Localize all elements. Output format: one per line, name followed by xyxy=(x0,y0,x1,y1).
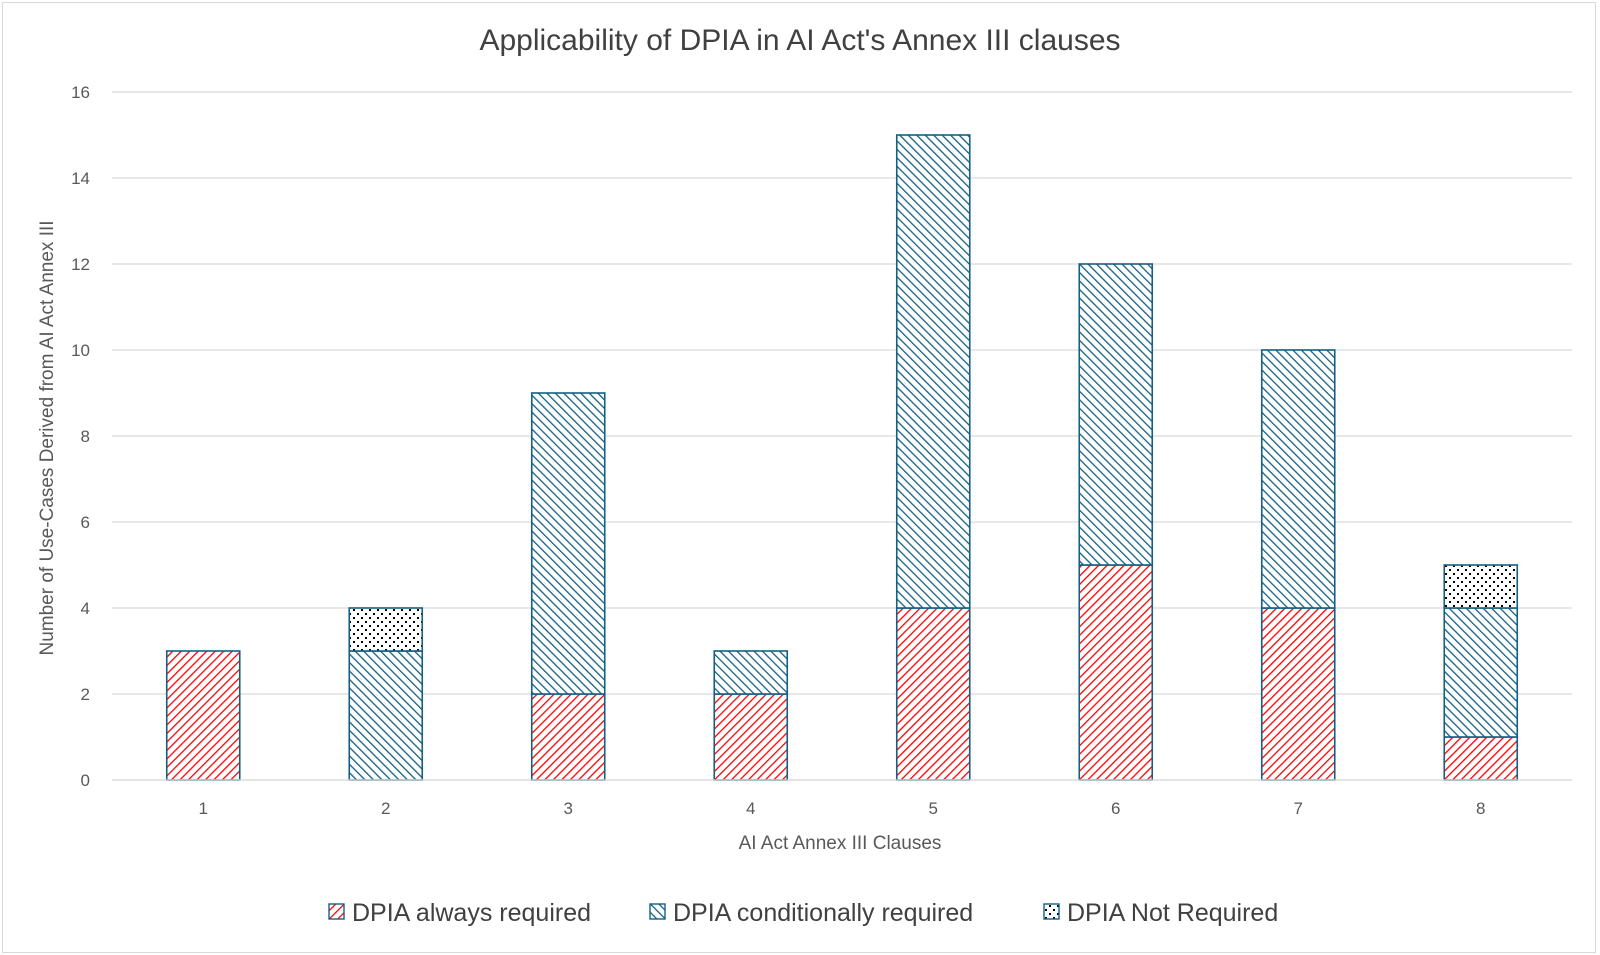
legend-label: DPIA Not Required xyxy=(1067,899,1278,927)
legend: DPIA always required DPIA conditionally r… xyxy=(328,899,1278,927)
x-tick-label: 8 xyxy=(1476,799,1485,818)
x-tick-label: 6 xyxy=(1111,799,1120,818)
gridlines xyxy=(112,91,1572,781)
x-axis-ticks: 1 2 3 4 5 6 7 8 xyxy=(199,799,1486,818)
x-tick-label: 3 xyxy=(564,799,573,818)
legend-swatch xyxy=(1043,903,1060,920)
bar-segment-series-2-clause-4 xyxy=(713,650,789,695)
y-tick-label: 10 xyxy=(71,341,90,360)
y-tick-label: 16 xyxy=(71,83,90,102)
bar-segment-series-2-clause-2 xyxy=(348,650,424,781)
x-tick-label: 2 xyxy=(381,799,390,818)
x-tick-label: 1 xyxy=(199,799,208,818)
y-tick-label: 12 xyxy=(71,255,90,274)
bar-segment-series-2-clause-6 xyxy=(1078,263,1154,566)
bar-segment-series-1-clause-1 xyxy=(165,650,241,781)
y-tick-label: 6 xyxy=(81,513,90,532)
x-axis-label: AI Act Annex III Clauses xyxy=(739,833,942,854)
y-axis-label: Number of Use-Cases Derived from AI Act … xyxy=(37,220,58,655)
y-tick-label: 0 xyxy=(81,771,90,790)
y-tick-label: 2 xyxy=(81,685,90,704)
x-tick-label: 4 xyxy=(746,799,755,818)
x-tick-label: 7 xyxy=(1294,799,1303,818)
bars xyxy=(112,134,1572,781)
y-tick-label: 4 xyxy=(81,599,90,618)
legend-label: DPIA conditionally required xyxy=(673,899,973,927)
bar-segment-series-2-clause-5 xyxy=(895,134,971,609)
bar-segment-series-1-clause-5 xyxy=(895,607,971,781)
bar-segment-series-1-clause-6 xyxy=(1078,564,1154,781)
y-tick-label: 14 xyxy=(71,169,90,188)
bar-segment-series-1-clause-4 xyxy=(713,693,789,781)
legend-swatch xyxy=(649,903,666,920)
legend-label: DPIA always required xyxy=(352,899,591,927)
y-tick-label: 8 xyxy=(81,427,90,446)
bar-segment-series-1-clause-7 xyxy=(1260,607,1336,781)
bar-segment-series-2-clause-3 xyxy=(530,392,606,695)
bar-segment-series-1-clause-8 xyxy=(1443,736,1519,781)
bar-segment-series-2-clause-7 xyxy=(1260,349,1336,609)
chart-title: Applicability of DPIA in AI Act's Annex … xyxy=(479,24,1120,57)
bar-segment-series-2-clause-8 xyxy=(1443,607,1519,738)
y-axis-ticks: 0 2 4 6 8 10 12 14 16 xyxy=(71,83,90,790)
legend-swatch xyxy=(328,903,345,920)
bar-segment-series-3-clause-8 xyxy=(1443,564,1519,609)
bar-segment-series-3-clause-2 xyxy=(348,607,424,652)
bar-segment-series-1-clause-3 xyxy=(530,693,606,781)
x-tick-label: 5 xyxy=(929,799,938,818)
